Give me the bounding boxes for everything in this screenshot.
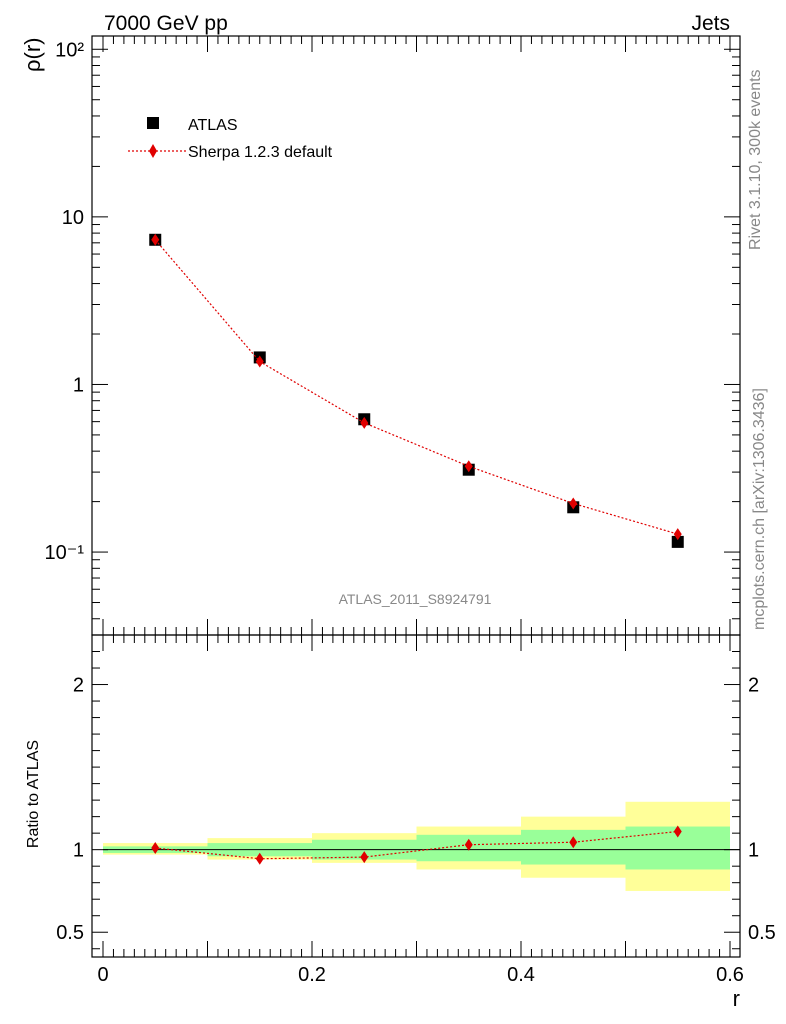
ratio-sherpa-point-4 (569, 836, 578, 849)
main-ytick-label: 10 (62, 207, 84, 229)
analysis-watermark: ATLAS_2011_S8924791 (339, 591, 492, 607)
ratio-ytick-label-right: 0.5 (748, 922, 776, 944)
ratio-frame-rect (91, 634, 741, 958)
ratio-sherpa-point-5 (673, 825, 682, 838)
xlabel: r (733, 986, 740, 1011)
main-series (149, 233, 684, 548)
xtick-label: 0.2 (298, 964, 326, 986)
ratio-axis-ticks: 0.5 0.5 1 1 2 2 0 0.2 0.4 0.6 (56, 634, 776, 986)
ratio-uncertainty-bands (103, 801, 740, 891)
ratio-ytick-label-left: 1 (73, 840, 84, 862)
sherpa-point-1 (255, 355, 264, 368)
ratio-ylabel: Ratio to ATLAS (25, 740, 42, 848)
legend-atlas-marker (147, 117, 159, 129)
sherpa-point-2 (360, 416, 369, 429)
ratio-panel-frame (91, 634, 741, 958)
atlas-point-5 (671, 535, 684, 548)
header-right-label: Jets (691, 12, 730, 35)
ratio-sherpa-line (155, 830, 678, 860)
legend-sherpa-marker (149, 144, 157, 158)
main-ytick-label: 10⁻¹ (45, 542, 85, 564)
legend-sherpa-label: Sherpa 1.2.3 default (188, 144, 333, 161)
main-ylabel: ρ(r) (20, 38, 45, 73)
main-ytick-label: 1 (73, 374, 84, 396)
main-ytick-label: 10² (55, 39, 84, 61)
xtick-label: 0.6 (716, 964, 744, 986)
sherpa-line (154, 239, 678, 535)
ratio-sherpa-point-2 (360, 851, 369, 864)
legend-atlas-label: ATLAS (188, 117, 238, 134)
ratio-ytick-label-right: 2 (748, 675, 759, 697)
sherpa-point-3 (464, 460, 473, 473)
ratio-sherpa-point-0 (151, 842, 160, 855)
xtick-label: 0 (97, 964, 108, 986)
rivet-label: Rivet 3.1.10, 300k events (747, 69, 764, 250)
main-axis-ticks: 10⁻¹ 1 10 10² (45, 36, 740, 635)
ratio-series (151, 825, 682, 865)
ratio-ytick-label-left: 2 (73, 675, 84, 697)
sherpa-point-0 (151, 233, 160, 246)
ratio-ytick-label-right: 1 (748, 840, 759, 862)
header-left-label: 7000 GeV pp (104, 12, 228, 35)
sherpa-point-4 (569, 497, 578, 510)
ratio-sherpa-point-1 (255, 852, 264, 865)
mcplots-label: mcplots.cern.ch [arXiv:1306.3436] (751, 388, 768, 630)
xtick-label: 0.4 (507, 964, 535, 986)
ratio-ytick-label-left: 0.5 (56, 922, 84, 944)
sherpa-point-5 (673, 528, 682, 541)
ratio-sherpa-point-3 (464, 838, 473, 851)
legend: ATLAS Sherpa 1.2.3 default (128, 117, 333, 161)
